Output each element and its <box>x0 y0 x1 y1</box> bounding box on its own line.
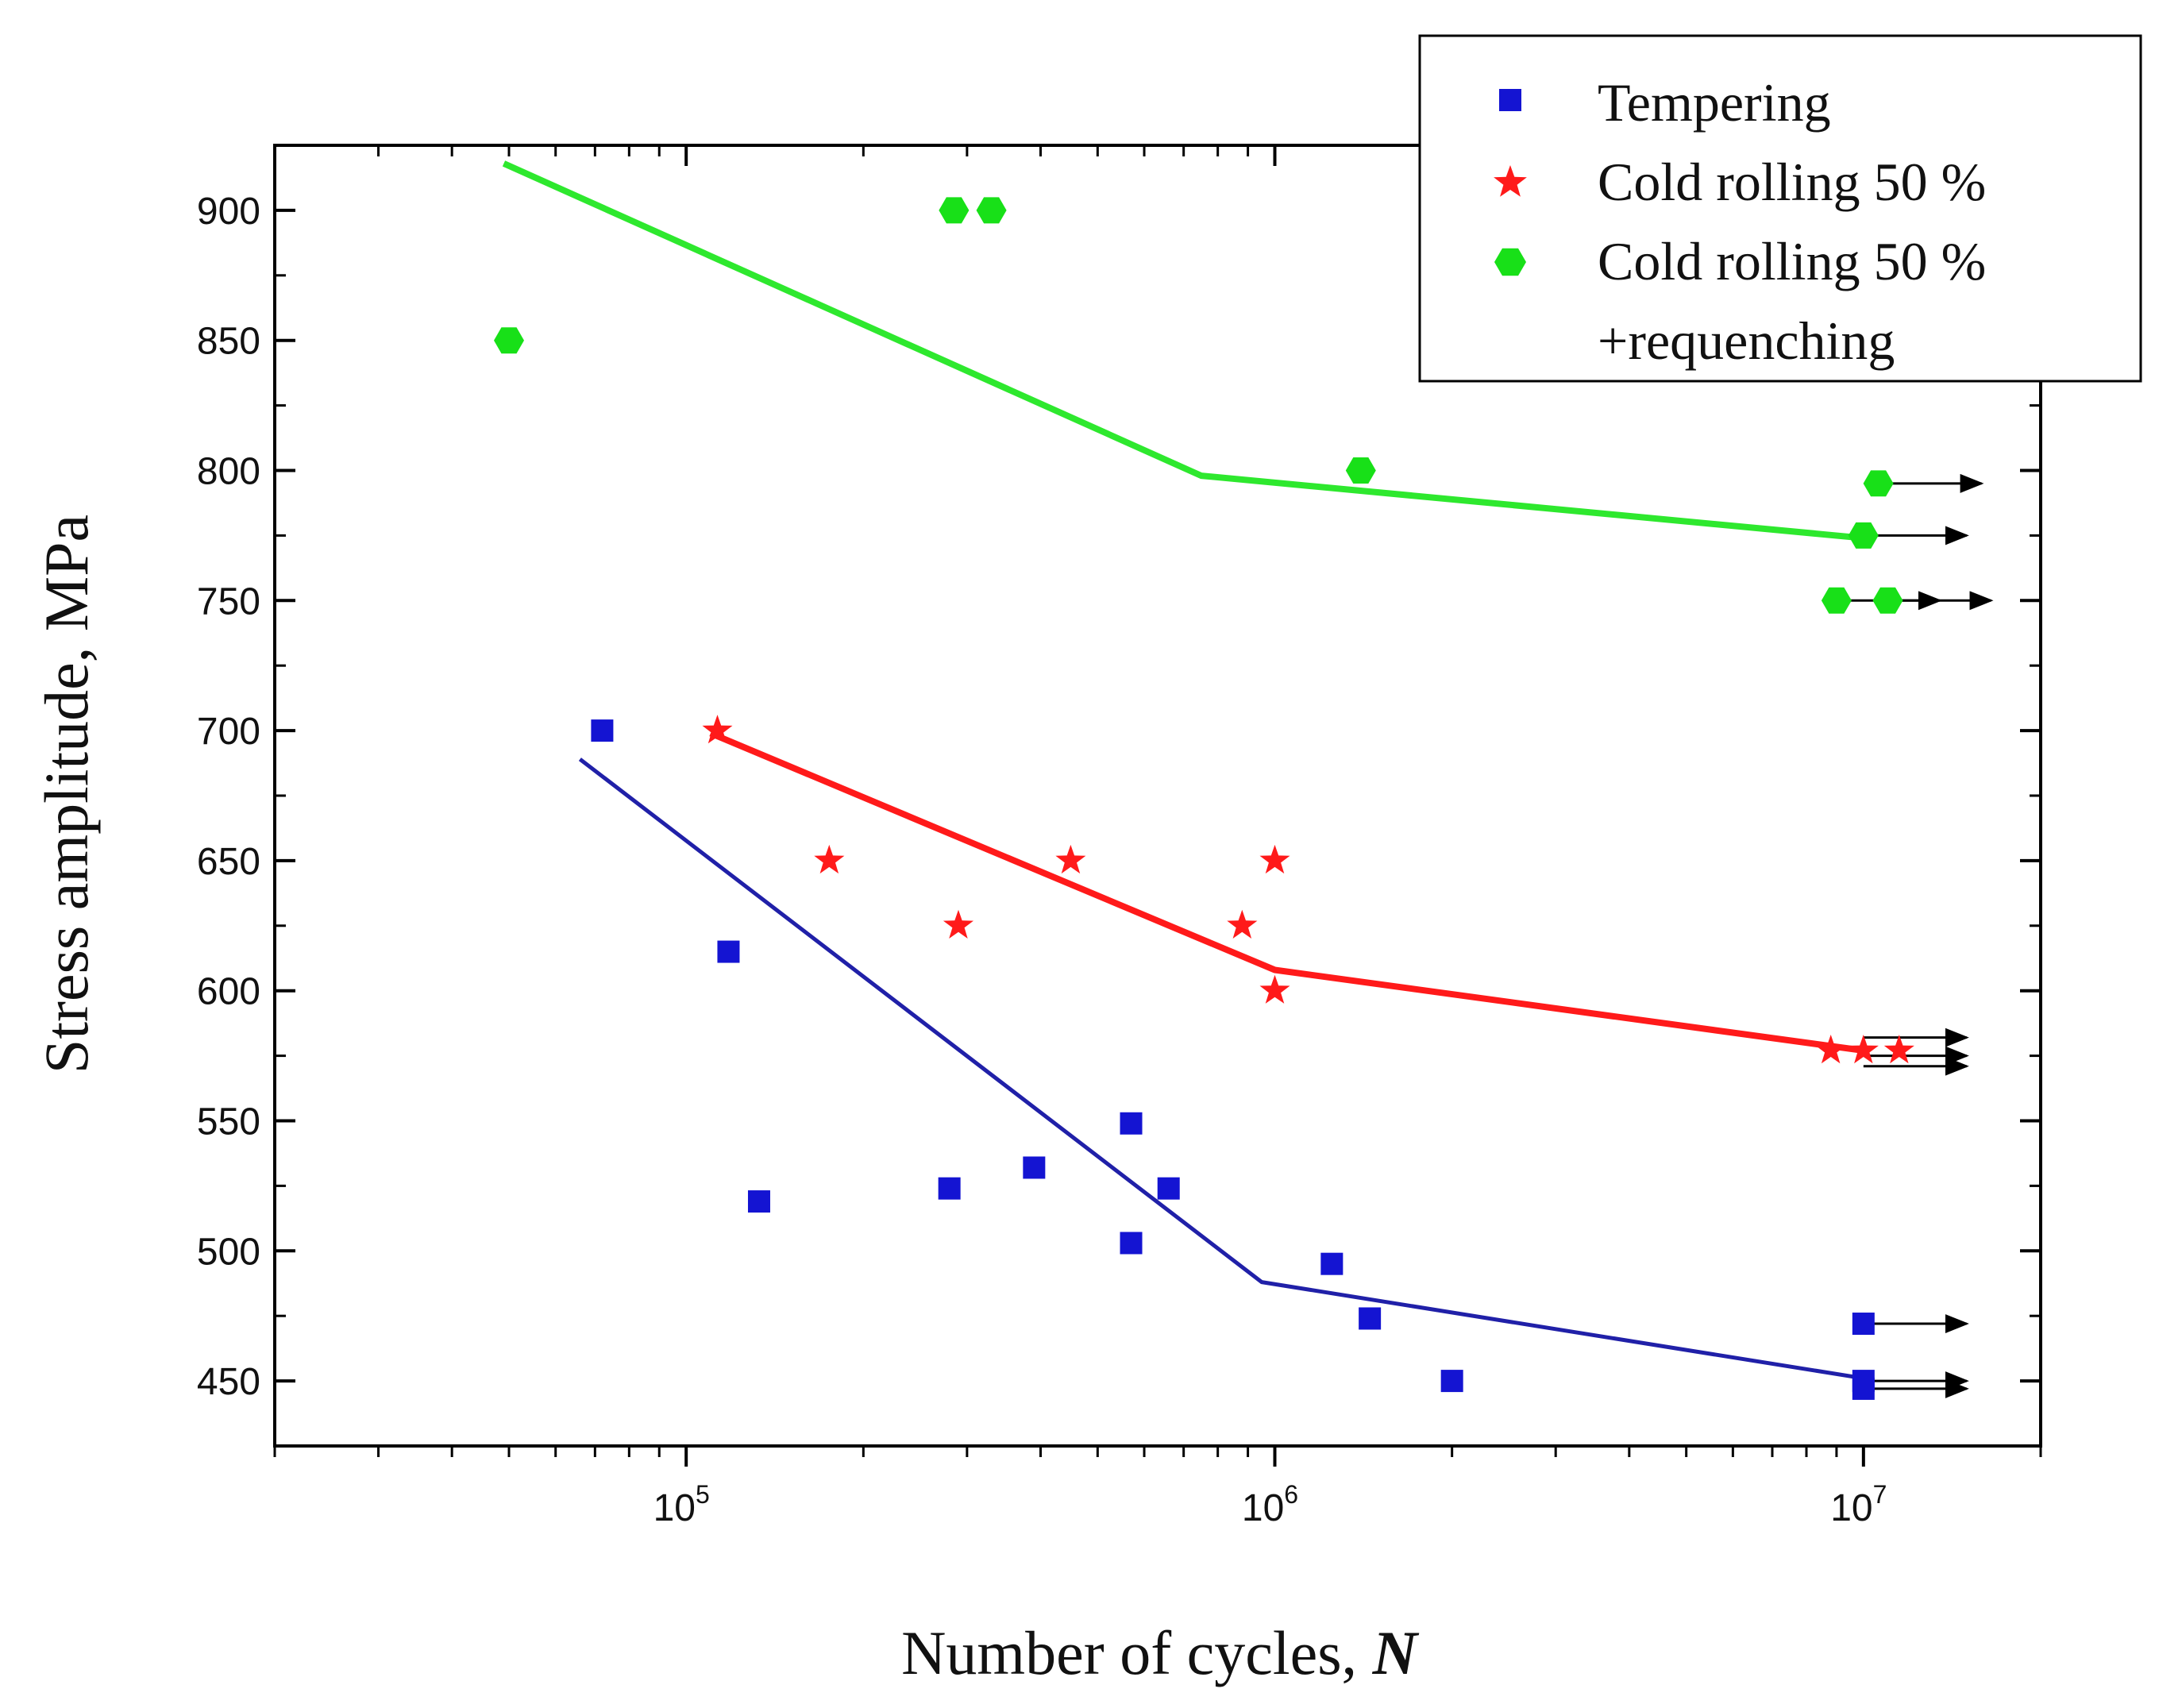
y-tick-label: 600 <box>197 971 260 1013</box>
fit-lines <box>502 160 1864 1381</box>
legend-label-tempering: Tempering <box>1598 72 1831 133</box>
data-point-cold-rolling-requenching <box>939 197 970 224</box>
data-point-cold-rolling-requenching <box>976 197 1007 224</box>
legend-marker-cold-rolling-requenching <box>1494 248 1526 276</box>
y-tick-label: 800 <box>197 451 260 493</box>
x-tick-base: 10 <box>653 1487 696 1529</box>
data-point-tempering <box>1359 1307 1382 1330</box>
data-point-cold-rolling <box>1259 974 1290 1004</box>
y-tick-label: 900 <box>197 191 260 233</box>
data-point-cold-rolling <box>1055 844 1086 874</box>
data-point-cold-rolling-requenching <box>1345 457 1376 484</box>
data-point-tempering <box>747 1190 770 1213</box>
y-tick-label: 550 <box>197 1101 260 1143</box>
legend-box <box>1418 34 2142 383</box>
data-point-tempering <box>938 1177 961 1200</box>
x-tick-label: 106 <box>1242 1480 1298 1529</box>
data-point-tempering <box>1157 1177 1180 1200</box>
x-axis-title: Number of cycles, N <box>901 1618 1419 1687</box>
x-axis-title-text: Number of cycles, <box>901 1618 1372 1687</box>
y-tick-label: 750 <box>197 580 260 623</box>
data-point-cold-rolling <box>1848 1035 1879 1064</box>
data-point-tempering <box>1852 1377 1875 1400</box>
data-point-cold-rolling-requenching <box>1872 587 1903 614</box>
data-point-cold-rolling <box>702 715 733 744</box>
data-point-tempering <box>1023 1156 1046 1179</box>
y-tick-label: 500 <box>197 1231 260 1273</box>
data-point-tempering <box>1120 1112 1143 1135</box>
data-point-cold-rolling <box>1227 909 1258 939</box>
runout-arrows <box>1836 473 1994 1398</box>
y-tick-label: 850 <box>197 321 260 363</box>
data-point-cold-rolling <box>1815 1035 1846 1064</box>
fit-line-series-1 <box>709 730 1864 1054</box>
data-point-cold-rolling-requenching <box>1863 470 1894 497</box>
legend-label-cold-rolling-requenching: Cold rolling 50 % <box>1598 231 1986 291</box>
data-point-cold-rolling-requenching <box>1848 522 1879 549</box>
legend: Tempering Cold rolling 50 % Cold rolling… <box>1418 34 2142 383</box>
y-tick-label: 450 <box>197 1361 260 1403</box>
fit-line-series-0 <box>578 758 1864 1381</box>
data-point-tempering <box>1440 1370 1463 1393</box>
legend-label-cold-rolling-requenching-line2: +requenching <box>1598 310 1895 371</box>
legend-marker-tempering <box>1499 89 1521 111</box>
x-tick-exponent: 6 <box>1284 1480 1298 1509</box>
data-point-cold-rolling <box>814 844 845 874</box>
x-axis-title-symbol: N <box>1372 1618 1420 1687</box>
data-point-tempering <box>591 719 614 742</box>
x-tick-base: 10 <box>1830 1487 1872 1529</box>
y-tick-label: 700 <box>197 711 260 753</box>
fit-line-series-2 <box>502 160 1864 542</box>
data-point-cold-rolling <box>1883 1035 1914 1064</box>
x-tick-label: 107 <box>1830 1480 1887 1529</box>
y-axis-title: Stress amplitude, MPa <box>32 515 101 1074</box>
data-point-cold-rolling <box>943 909 973 939</box>
data-point-tempering <box>1852 1313 1875 1336</box>
data-point-cold-rolling <box>1259 844 1290 874</box>
data-point-tempering <box>1320 1252 1344 1275</box>
data-point-cold-rolling-requenching <box>1821 587 1852 614</box>
x-tick-base: 10 <box>1242 1487 1284 1529</box>
legend-marker-cold-rolling <box>1494 165 1527 197</box>
x-tick-exponent: 5 <box>696 1480 710 1509</box>
data-markers <box>494 197 1914 1400</box>
x-tick-label: 105 <box>653 1480 710 1529</box>
x-tick-exponent: 7 <box>1873 1480 1887 1509</box>
legend-label-cold-rolling: Cold rolling 50 % <box>1598 152 1986 212</box>
data-point-tempering <box>1120 1232 1143 1255</box>
y-tick-label: 650 <box>197 841 260 883</box>
data-point-tempering <box>717 940 740 963</box>
data-point-cold-rolling-requenching <box>494 327 524 354</box>
